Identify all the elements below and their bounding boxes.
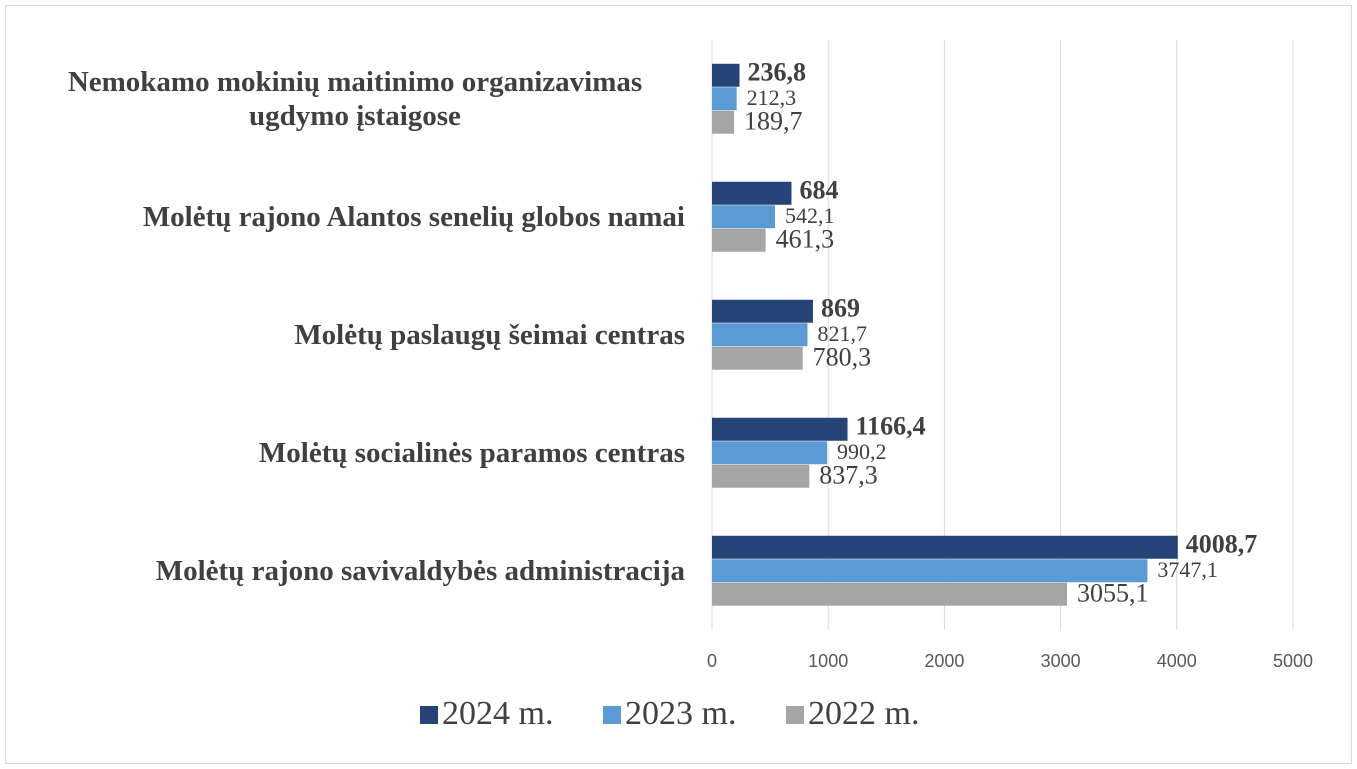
legend-label: 2023 m. <box>625 695 736 732</box>
value-label: 3747,1 <box>1157 557 1218 582</box>
legend-label: 2024 m. <box>442 695 553 732</box>
value-label: 1166,4 <box>856 411 926 440</box>
category-label: Molėtų rajono savivaldybės administracij… <box>155 555 685 587</box>
bar <box>712 346 803 370</box>
value-label: 821,7 <box>817 321 867 346</box>
x-tick-label: 1000 <box>808 651 848 671</box>
value-label: 189,7 <box>744 106 803 135</box>
value-label: 4008,7 <box>1186 529 1258 558</box>
legend-swatch <box>786 706 804 724</box>
legend-label: 2022 m. <box>808 695 919 732</box>
value-label: 461,3 <box>776 224 835 253</box>
value-label: 684 <box>799 175 838 204</box>
bar <box>712 582 1068 606</box>
x-tick-label: 0 <box>707 651 717 671</box>
category-label: Molėtų socialinės paramos centras <box>258 437 685 469</box>
bar <box>712 464 810 488</box>
bar <box>712 299 813 323</box>
value-label: 542,1 <box>785 203 835 228</box>
bar <box>712 63 740 87</box>
chart-border <box>5 5 1352 764</box>
value-label: 869 <box>821 293 860 322</box>
bar <box>712 228 766 252</box>
bar <box>712 205 775 229</box>
bar <box>712 441 828 465</box>
value-label: 837,3 <box>819 460 878 489</box>
category-label: Molėtų rajono Alantos senelių globos nam… <box>142 201 685 233</box>
bar <box>712 535 1178 559</box>
bar <box>712 417 848 441</box>
legend-swatch <box>420 706 438 724</box>
bar <box>712 87 737 111</box>
x-tick-label: 2000 <box>924 651 964 671</box>
value-label: 780,3 <box>813 342 872 371</box>
x-tick-label: 4000 <box>1157 651 1197 671</box>
x-tick-label: 5000 <box>1273 651 1313 671</box>
value-label: 3055,1 <box>1077 578 1149 607</box>
category-label: Nemokamo mokinių maitinimo organizavimas… <box>67 66 643 132</box>
value-label: 990,2 <box>837 439 887 464</box>
value-label: 236,8 <box>748 57 807 86</box>
value-label: 212,3 <box>747 85 797 110</box>
category-label: Molėtų paslaugų šeimai centras <box>294 319 685 351</box>
x-tick-label: 3000 <box>1041 651 1081 671</box>
bar <box>712 110 735 134</box>
bar <box>712 181 792 205</box>
bar <box>712 559 1148 583</box>
bar <box>712 323 808 347</box>
legend-swatch <box>603 706 621 724</box>
